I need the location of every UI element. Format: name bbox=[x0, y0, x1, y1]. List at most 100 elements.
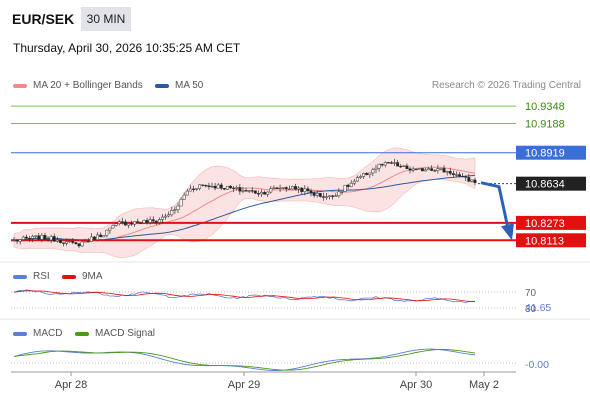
candle-body bbox=[334, 195, 338, 197]
candle-body bbox=[157, 219, 161, 223]
candle-body bbox=[154, 220, 158, 223]
candle-body bbox=[229, 185, 233, 189]
candle-body bbox=[325, 196, 328, 198]
candle-body bbox=[365, 173, 369, 176]
candle-body bbox=[287, 188, 291, 190]
candle-body bbox=[368, 172, 372, 176]
candle-body bbox=[198, 184, 202, 189]
candle-body bbox=[399, 165, 403, 168]
candle-body bbox=[275, 187, 279, 189]
candle-body bbox=[83, 241, 87, 243]
candle-body bbox=[133, 221, 137, 225]
timeframe-badge[interactable]: 30 MIN bbox=[81, 7, 131, 31]
candle-body bbox=[31, 236, 35, 239]
level-label-3: 10.8634 bbox=[525, 179, 565, 191]
level-label-box-5 bbox=[516, 233, 586, 248]
candle-body bbox=[65, 241, 69, 244]
candle-body bbox=[167, 214, 171, 217]
candle-body bbox=[377, 163, 381, 169]
candle-body bbox=[148, 219, 152, 223]
signal-swatch bbox=[75, 331, 89, 336]
candle-body bbox=[467, 177, 471, 182]
candle-body bbox=[151, 219, 155, 222]
candle-body bbox=[430, 168, 434, 171]
candle-body bbox=[427, 168, 431, 171]
candle-body bbox=[28, 237, 31, 240]
x-label-may2: May 2 bbox=[469, 379, 499, 391]
candle-body bbox=[139, 222, 143, 224]
candle-body bbox=[40, 235, 44, 240]
candle-body bbox=[420, 168, 424, 172]
candle-body bbox=[408, 168, 412, 171]
candle-body bbox=[442, 168, 446, 173]
candle-body bbox=[188, 188, 192, 192]
candle-body bbox=[179, 199, 183, 207]
candle-body bbox=[241, 190, 245, 192]
candle-body bbox=[43, 235, 47, 240]
candle-body bbox=[396, 162, 400, 167]
legend-ma20: MA 20 + Bollinger Bands bbox=[13, 80, 143, 91]
macd-swatch bbox=[13, 331, 27, 336]
candle-body bbox=[393, 162, 397, 164]
legend-macd-label: MACD bbox=[33, 328, 63, 339]
candle-body bbox=[12, 239, 16, 242]
candle-body bbox=[383, 162, 387, 166]
candle-body bbox=[201, 184, 205, 186]
candle-body bbox=[99, 234, 103, 238]
bollinger-band bbox=[13, 147, 476, 259]
candle-body bbox=[362, 173, 366, 177]
candle-body bbox=[390, 162, 393, 164]
candle-body bbox=[204, 185, 208, 187]
level-label-2: 10.8919 bbox=[525, 148, 565, 160]
candle-body bbox=[136, 221, 140, 223]
candle-body bbox=[123, 221, 127, 226]
ma20-swatch bbox=[13, 83, 27, 88]
candle-body bbox=[111, 225, 115, 229]
candle-body bbox=[300, 187, 304, 192]
credit-label: Research © 2026 Trading Central bbox=[431, 80, 581, 91]
level-label-box-4 bbox=[516, 215, 586, 230]
candle-body bbox=[281, 187, 285, 189]
candle-body bbox=[473, 179, 477, 183]
candle-body bbox=[37, 235, 41, 240]
ma50-swatch bbox=[155, 83, 169, 88]
candle-body bbox=[161, 216, 164, 220]
candle-body bbox=[417, 168, 421, 170]
candle-body bbox=[340, 191, 344, 193]
legend-rsi9: 9MA bbox=[62, 271, 103, 282]
candle-body bbox=[142, 220, 146, 224]
candle-body bbox=[195, 188, 198, 190]
rsi9-swatch bbox=[62, 274, 76, 279]
level-label-5: 10.8113 bbox=[525, 235, 564, 247]
candle-body bbox=[68, 240, 72, 243]
candle-body bbox=[120, 221, 124, 223]
candle-body bbox=[250, 190, 254, 192]
rsi-last-value: 41.65 bbox=[525, 302, 551, 314]
candle-body bbox=[58, 239, 62, 243]
candle-body bbox=[318, 193, 322, 197]
candle-body bbox=[337, 191, 341, 197]
candle-body bbox=[185, 190, 189, 196]
candle-body bbox=[55, 239, 59, 242]
candle-body bbox=[352, 180, 356, 184]
candle-body bbox=[170, 210, 174, 216]
symbol-title: EUR/SEK bbox=[12, 11, 75, 27]
candle-body bbox=[219, 184, 223, 189]
candle-body bbox=[96, 234, 99, 240]
candle-body bbox=[402, 165, 406, 167]
candle-body bbox=[253, 190, 257, 194]
candle-body bbox=[349, 182, 353, 187]
candle-body bbox=[278, 187, 282, 190]
candle-body bbox=[108, 227, 112, 231]
candle-body bbox=[297, 187, 301, 190]
candle-body bbox=[464, 176, 468, 178]
candle-body bbox=[173, 209, 177, 211]
candle-body bbox=[24, 236, 28, 239]
candle-body bbox=[130, 223, 134, 225]
candle-body bbox=[117, 221, 121, 224]
candle-body bbox=[312, 192, 316, 196]
candle-body bbox=[303, 188, 307, 192]
candle-body bbox=[210, 185, 214, 188]
candle-body bbox=[92, 236, 96, 240]
candle-body bbox=[49, 236, 53, 241]
